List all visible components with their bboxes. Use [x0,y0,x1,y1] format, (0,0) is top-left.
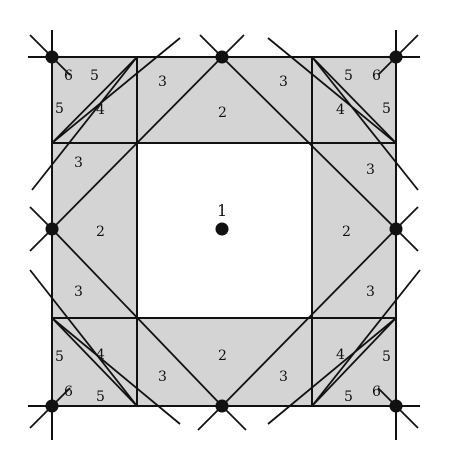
corner-tr-line-a [267,37,397,144]
corner-bl-line-b [29,269,138,407]
label-2-left: 2 [96,224,105,240]
label-2-bottom: 2 [218,348,227,364]
labels: 1 2 2 2 2 3 3 3 3 3 3 3 3 4 4 4 4 5 5 5 … [55,68,391,405]
label-3-right-bottom: 3 [366,284,375,300]
label-6-bottom-left: 6 [64,384,73,400]
label-center: 1 [217,201,227,220]
bisector-lines [29,34,421,431]
label-2-right: 2 [342,224,351,240]
corner-tr-line-b [311,56,419,191]
corner-tr-diag [311,56,397,144]
shaded-right-strip [312,143,396,318]
label-5-tl-left: 5 [55,101,64,117]
shaded-left-strip [52,143,137,318]
label-4-bottom-left: 4 [96,347,105,363]
points [45,50,403,413]
point-bottom-right [389,399,403,413]
label-4-top-left: 4 [96,102,105,118]
diamond-top-right [221,56,397,230]
label-5-tr-right: 5 [382,101,391,117]
label-5-br-bottom: 5 [344,389,353,405]
grid-lines [28,30,420,440]
label-3-left-bottom: 3 [74,284,83,300]
label-5-tr-top: 5 [344,68,353,84]
label-4-top-right: 4 [336,102,345,118]
label-5-bl-bottom: 5 [96,389,105,405]
corner-tl-line-a [51,37,181,144]
label-3-left-top: 3 [74,155,83,171]
point-left-mid [45,222,59,236]
label-3-bottom-right: 3 [279,369,288,385]
point-top-left [45,50,59,64]
label-2-top: 2 [218,105,227,121]
point-top-mid [215,50,229,64]
corner-br-line-a [267,317,397,425]
label-3-right-top: 3 [366,162,375,178]
diamond-bottom-right [221,228,397,407]
diamond-top-left [51,56,223,230]
label-3-top-left: 3 [158,74,167,90]
label-6-top-right: 6 [372,68,381,84]
point-center [215,222,229,236]
point-bottom-left [45,399,59,413]
corner-bl-diag [51,317,138,407]
diamond-bottom-left [51,228,223,407]
label-6-top-left: 6 [64,68,73,84]
label-5-tl-top: 5 [90,68,99,84]
label-6-bottom-right: 6 [372,384,381,400]
label-5-br-right: 5 [382,349,391,365]
point-bottom-mid [215,399,229,413]
point-top-right [389,50,403,64]
label-5-bl-left: 5 [55,349,64,365]
point-right-mid [389,222,403,236]
corner-br-diag [311,317,397,407]
label-3-top-right: 3 [279,74,288,90]
label-4-bottom-right: 4 [336,347,345,363]
shaded-top-strip [137,57,312,143]
shaded-bottom-strip [137,318,312,406]
corner-bl-line-a [51,317,181,425]
label-3-bottom-left: 3 [158,369,167,385]
corner-tl-line-b [31,56,138,191]
corner-br-line-b [311,269,421,407]
corner-tl-diag [51,56,138,144]
